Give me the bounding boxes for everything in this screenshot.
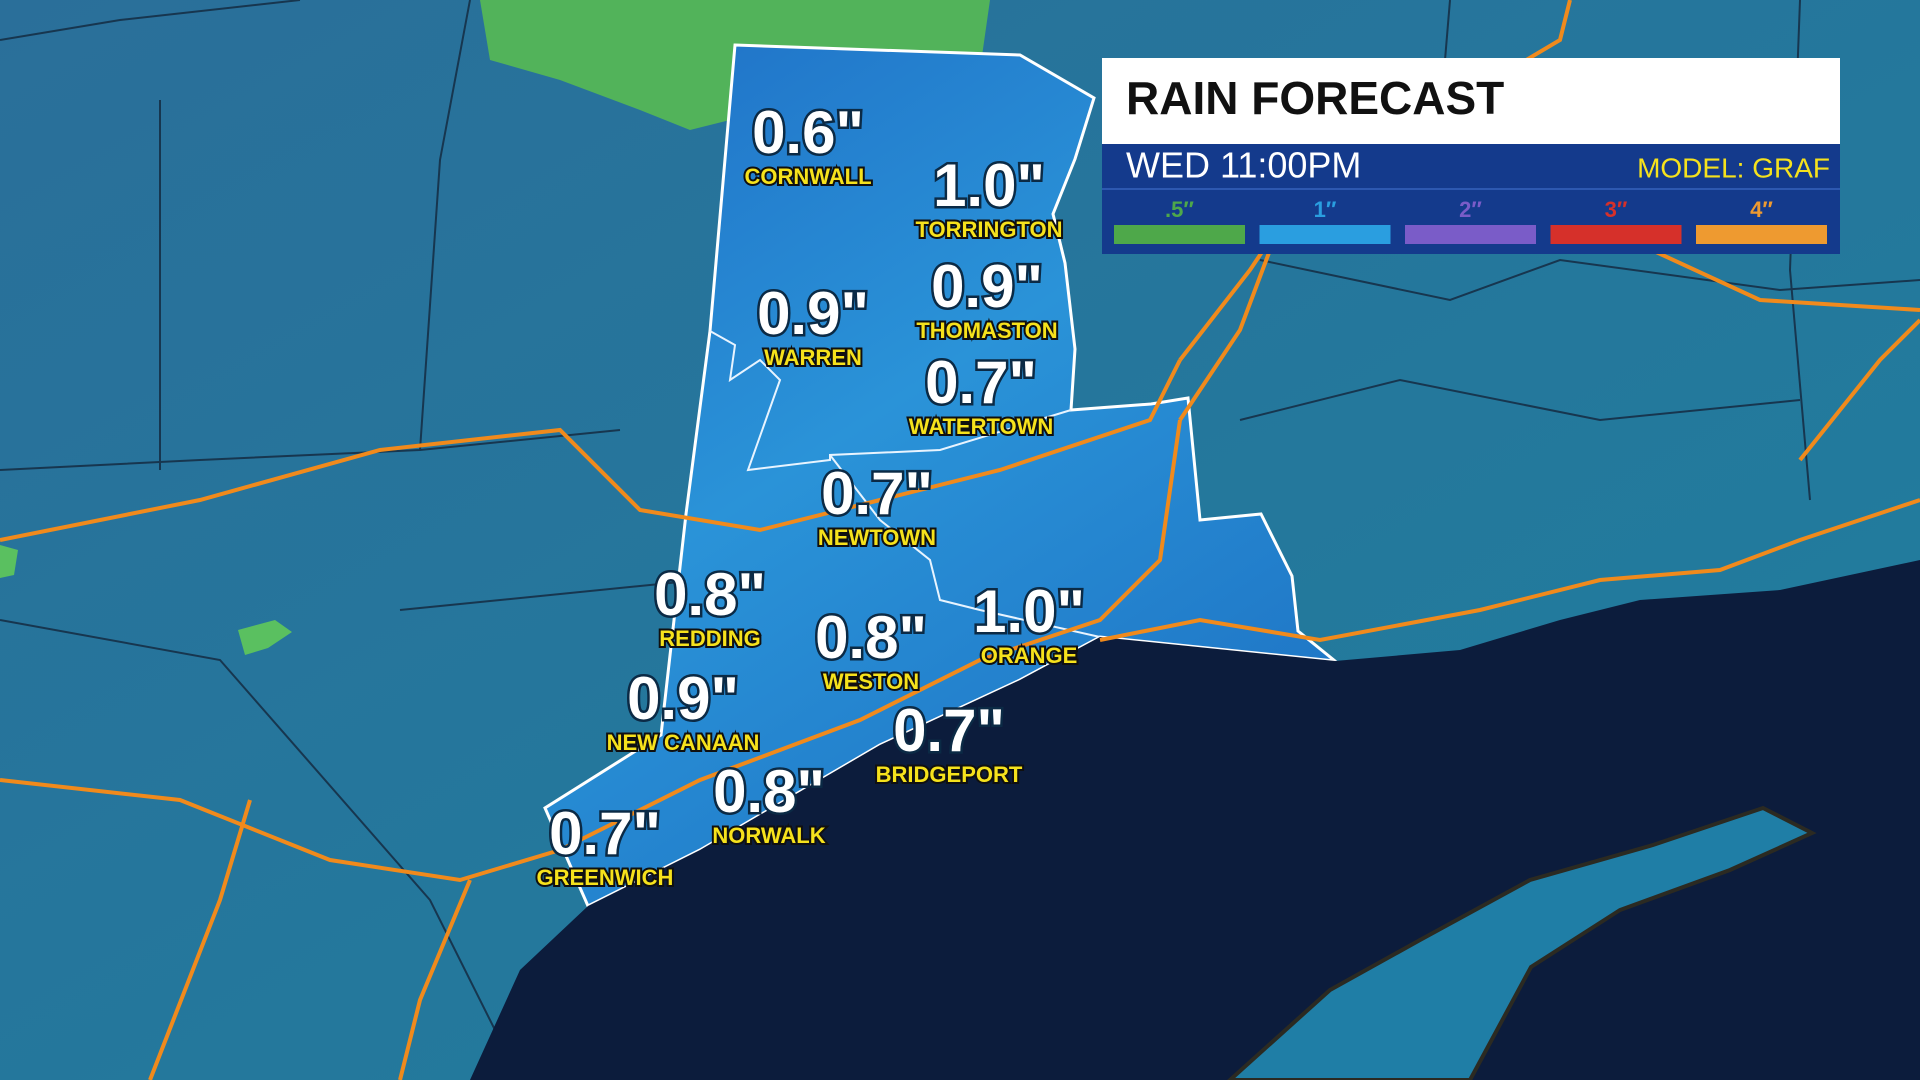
forecast-time: WED 11:00PM [1126,145,1361,186]
rain-amount: 0.7" [549,800,661,867]
location-name: WARREN [764,345,862,370]
legend-swatch [1550,225,1682,244]
legend-label: 2″ [1459,197,1482,222]
legend-label: 1″ [1314,197,1337,222]
legend-label: .5″ [1165,197,1194,222]
location-name: THOMASTON [916,318,1057,343]
region-borders [709,330,1101,638]
location-name: NEWTOWN [818,525,936,550]
rain-amount: 0.7" [925,349,1037,416]
info-panel: RAIN FORECAST WED 11:00PM MODEL: GRAF [1102,58,1840,254]
rain-amount: 0.8" [713,758,825,825]
location-name: WATERTOWN [909,414,1054,439]
legend-swatch [1405,225,1536,244]
long-island [1227,805,1817,1080]
rain-amount: 1.0" [933,152,1045,219]
panel-divider [1102,188,1840,190]
location-name: GREENWICH [537,865,674,890]
location-name: TORRINGTON [915,217,1062,242]
panel-header [1102,58,1840,144]
rain-amount: 0.7" [893,697,1005,764]
location-name: ORANGE [981,643,1078,668]
rain-amount: 0.9" [627,665,739,732]
rain-amount: 1.0" [973,578,1085,645]
location-name: REDDING [659,626,760,651]
rain-amount: 0.7" [821,460,933,527]
legend-label: 4″ [1750,197,1773,222]
legend-label: 3″ [1605,197,1628,222]
rain-amount: 0.8" [654,561,766,628]
rain-patch [238,620,292,655]
rain-amount: 0.6" [752,99,864,166]
rain-amount: 0.8" [815,604,927,671]
location-labels: 0.6"CORNWALL 1.0"TORRINGTON0.9"WARREN0.9"… [535,96,1088,891]
location-name: BRIDGEPORT [876,762,1023,787]
rain-amount: 0.9" [757,280,869,347]
legend-swatch [1259,225,1391,244]
location-name: CORNWALL [744,164,871,189]
legend: .5″ 1″ 2″ 3″ 4″ [1114,197,1827,244]
rain-amount: 0.9" [931,253,1043,320]
legend-swatch [1114,225,1245,244]
location-name: WESTON [823,669,919,694]
legend-swatch [1696,225,1827,244]
title: RAIN FORECAST [1126,72,1504,124]
location-name: NEW CANAAN [607,730,760,755]
location-name: NORWALK [712,823,825,848]
forecast-region [543,43,1340,909]
rain-patch [0,545,18,578]
model-label: MODEL: GRAF [1637,152,1830,183]
